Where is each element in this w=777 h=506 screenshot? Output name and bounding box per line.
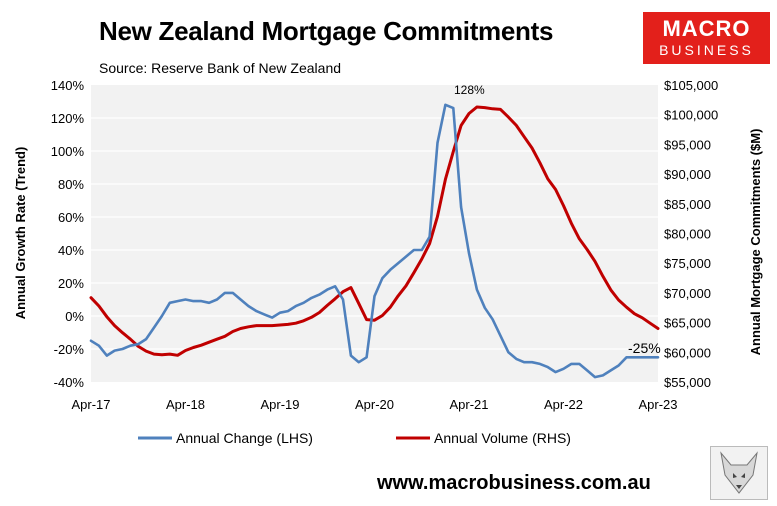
x-tick-label: Apr-18 — [166, 397, 205, 412]
legend: Annual Change (LHS) Annual Volume (RHS) — [138, 430, 571, 446]
plot-area — [91, 85, 658, 382]
left-tick-label: -20% — [54, 342, 85, 357]
right-tick-label: $80,000 — [664, 227, 711, 242]
fox-icon — [710, 446, 768, 500]
right-tick-label: $95,000 — [664, 137, 711, 152]
peak-annotation: 128% — [454, 83, 485, 97]
left-tick-label: 0% — [65, 309, 84, 324]
x-tick-label: Apr-19 — [260, 397, 299, 412]
left-tick-label: 40% — [58, 243, 84, 258]
left-axis-ticks: -40% -20% 0% 20% 40% 60% 80% 100% 120% 140% — [51, 78, 85, 390]
website-url: www.macrobusiness.com.au — [377, 472, 651, 494]
x-tick-label: Apr-22 — [544, 397, 583, 412]
right-tick-label: $105,000 — [664, 78, 718, 93]
logo-line2: BUSINESS — [659, 42, 754, 58]
right-tick-label: $90,000 — [664, 167, 711, 182]
last-value-annotation: -25% — [628, 340, 661, 356]
legend-label-annual-change: Annual Change (LHS) — [176, 430, 313, 446]
right-tick-label: $70,000 — [664, 286, 711, 301]
right-tick-label: $60,000 — [664, 345, 711, 360]
right-tick-label: $55,000 — [664, 375, 711, 390]
right-tick-label: $85,000 — [664, 197, 711, 212]
right-tick-label: $65,000 — [664, 316, 711, 331]
series-line-annual-change — [89, 103, 660, 379]
x-tick-label: Apr-21 — [449, 397, 488, 412]
left-axis-label: Annual Growth Rate (Trend) — [13, 147, 28, 320]
series-lines — [89, 103, 660, 379]
x-tick-label: Apr-20 — [355, 397, 394, 412]
chart-title: New Zealand Mortgage Commitments — [99, 16, 554, 46]
x-tick-label: Apr-23 — [638, 397, 677, 412]
logo-line1: MACRO — [662, 16, 751, 41]
x-axis-ticks: Apr-17 Apr-18 Apr-19 Apr-20 Apr-21 Apr-22 Apr-… — [71, 397, 677, 412]
left-tick-label: -40% — [54, 375, 85, 390]
left-tick-label: 80% — [58, 177, 84, 192]
series-line-annual-volume — [89, 105, 660, 357]
right-tick-label: $100,000 — [664, 108, 718, 123]
legend-label-annual-volume: Annual Volume (RHS) — [434, 430, 571, 446]
right-axis-label: Annual Mortgage Commitments ($M) — [748, 129, 763, 356]
left-tick-label: 60% — [58, 210, 84, 225]
left-tick-label: 100% — [51, 144, 85, 159]
right-tick-label: $75,000 — [664, 256, 711, 271]
left-tick-label: 120% — [51, 111, 85, 126]
left-tick-label: 140% — [51, 78, 85, 93]
x-tick-label: Apr-17 — [71, 397, 110, 412]
macrobusiness-logo: MACRO BUSINESS — [643, 12, 770, 64]
right-axis-ticks: $55,000 $60,000 $65,000 $70,000 $75,000 $80,0… — [664, 78, 718, 390]
left-tick-label: 20% — [58, 276, 84, 291]
chart-source: Source: Reserve Bank of New Zealand — [99, 60, 342, 76]
